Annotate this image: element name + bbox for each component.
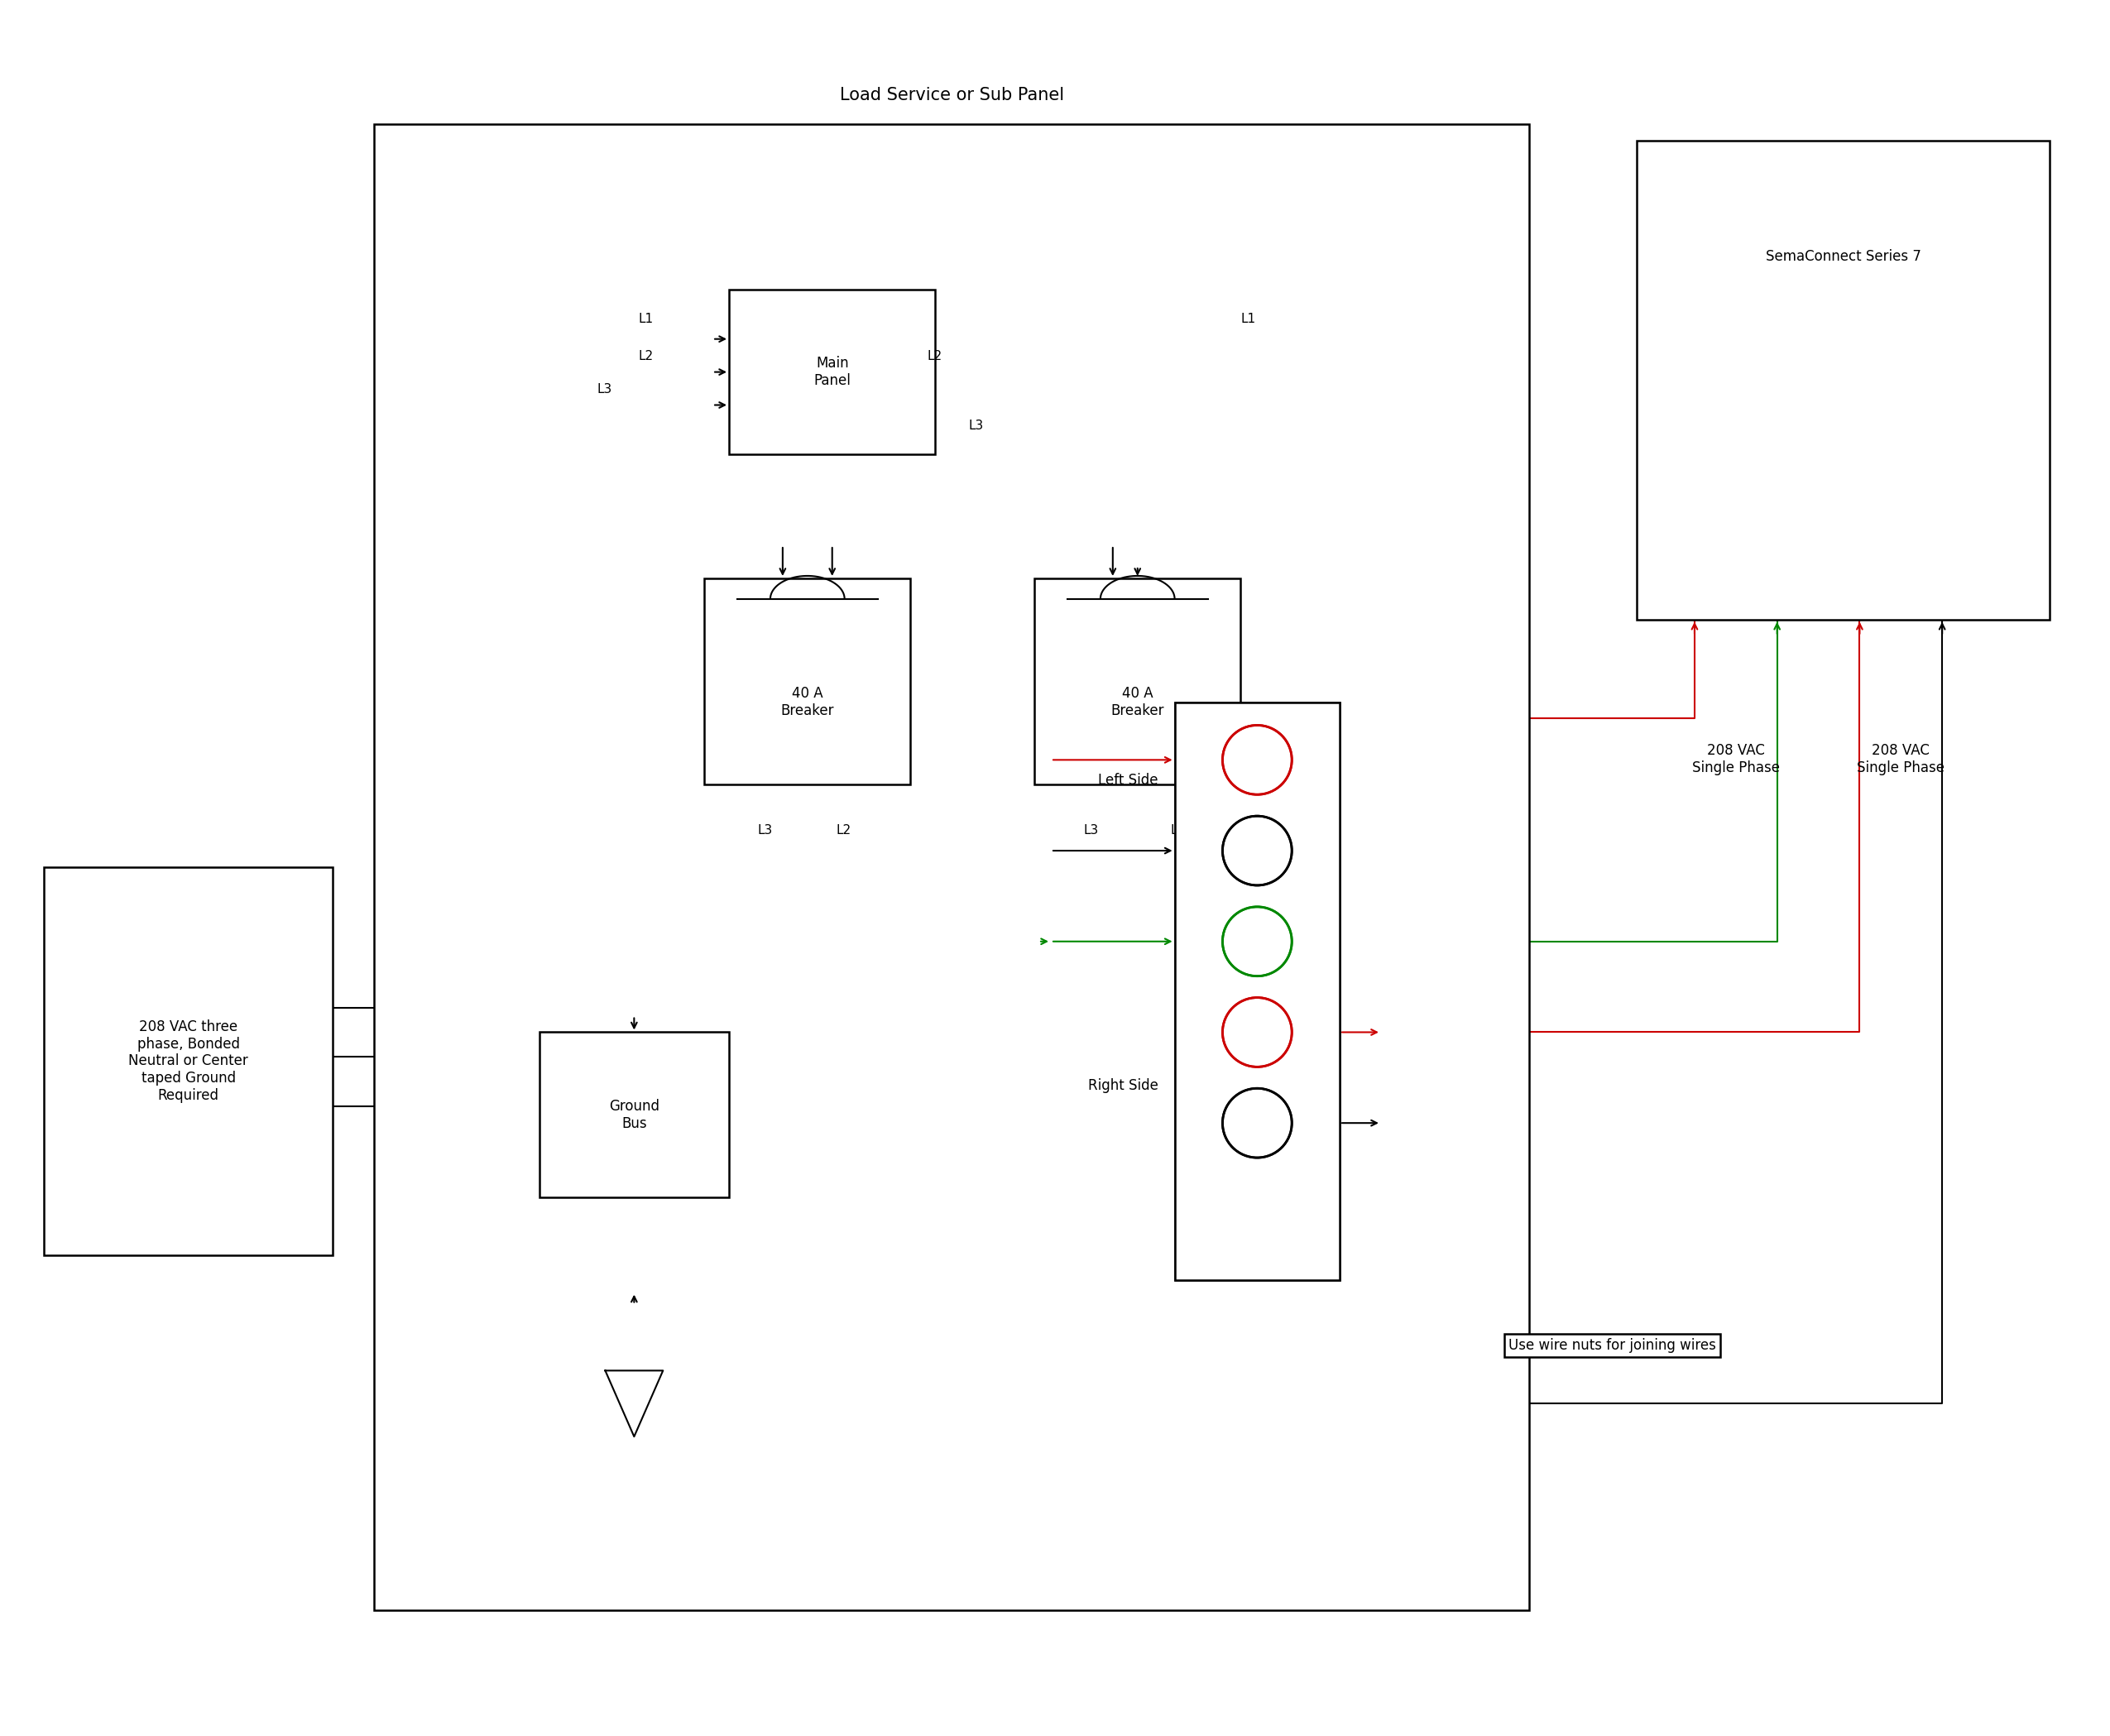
Text: Use wire nuts for joining wires: Use wire nuts for joining wires (1509, 1338, 1715, 1354)
Text: L3: L3 (968, 420, 983, 432)
Bar (373, 125, 1530, 1609)
Text: Load Service or Sub Panel: Load Service or Sub Panel (840, 87, 1063, 104)
Text: L1: L1 (1171, 825, 1186, 837)
Bar (1175, 701, 1340, 1279)
Text: L3: L3 (757, 825, 772, 837)
Text: 208 VAC three
phase, Bonded
Neutral or Center
taped Ground
Required: 208 VAC three phase, Bonded Neutral or C… (129, 1019, 249, 1102)
Bar (730, 290, 935, 455)
Text: L1: L1 (1241, 312, 1255, 325)
Bar (1637, 141, 2049, 620)
Text: L2: L2 (926, 349, 941, 363)
Text: L2: L2 (637, 349, 654, 363)
Text: 40 A
Breaker: 40 A Breaker (1110, 686, 1165, 719)
Text: L3: L3 (1085, 825, 1099, 837)
Text: L1: L1 (637, 312, 654, 325)
Bar (44, 868, 333, 1255)
Text: 40 A
Breaker: 40 A Breaker (781, 686, 833, 719)
Text: L3: L3 (597, 382, 612, 396)
Text: Ground
Bus: Ground Bus (610, 1099, 658, 1130)
Text: L2: L2 (836, 825, 850, 837)
Text: 208 VAC
Single Phase: 208 VAC Single Phase (1857, 743, 1945, 776)
Bar (1034, 578, 1241, 785)
Text: Left Side: Left Side (1097, 773, 1158, 788)
Text: 208 VAC
Single Phase: 208 VAC Single Phase (1692, 743, 1779, 776)
Bar (1175, 701, 1340, 1279)
Bar (540, 1033, 730, 1198)
Bar (705, 578, 912, 785)
Text: SemaConnect Series 7: SemaConnect Series 7 (1766, 248, 1920, 264)
Text: Main
Panel: Main Panel (814, 356, 850, 389)
Text: Right Side: Right Side (1089, 1078, 1158, 1094)
